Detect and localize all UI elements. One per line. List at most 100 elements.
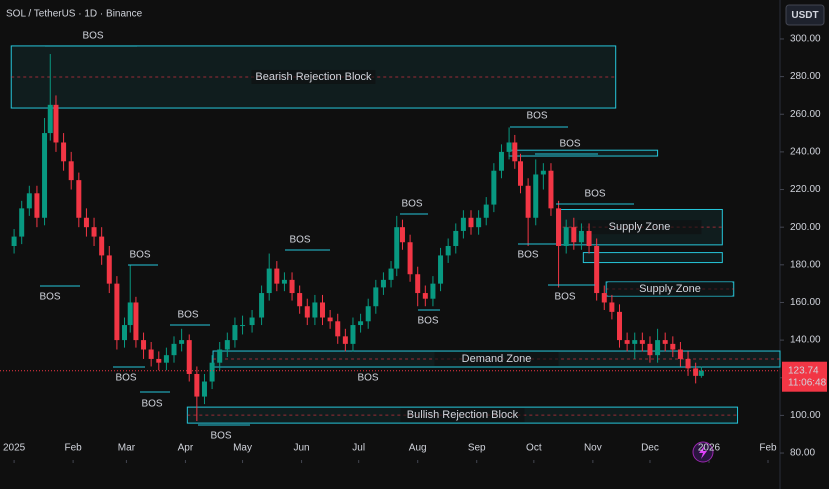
candle-body bbox=[468, 217, 474, 228]
x-tick-label: Jun bbox=[294, 443, 310, 454]
candle-body bbox=[259, 293, 265, 318]
y-tick-label: 220.00 bbox=[790, 184, 821, 195]
candle-body bbox=[141, 340, 147, 350]
countdown: 11:06:48 bbox=[788, 377, 827, 388]
candle-body bbox=[506, 142, 512, 152]
zone-label: Bullish Rejection Block bbox=[407, 409, 519, 421]
candle-body bbox=[171, 343, 177, 356]
zone-label-bg bbox=[400, 408, 525, 423]
candle-body bbox=[61, 142, 67, 162]
candle-body bbox=[388, 268, 394, 280]
candle-body bbox=[53, 104, 59, 143]
x-tick-label: May bbox=[233, 443, 252, 454]
candle-body bbox=[335, 321, 341, 337]
bos-label: BOS bbox=[141, 399, 162, 410]
candle-body bbox=[327, 317, 333, 322]
candle-body bbox=[662, 340, 668, 344]
currency-box[interactable] bbox=[785, 4, 825, 26]
bos-label: BOS bbox=[357, 373, 378, 384]
x-tick-label: Mar bbox=[118, 443, 136, 454]
candle-body bbox=[685, 358, 691, 369]
last-price-label: 123.74 bbox=[788, 365, 819, 376]
candle-body bbox=[358, 321, 364, 326]
x-tick-label: 2026 bbox=[698, 443, 721, 454]
x-tick-label: Feb bbox=[759, 443, 777, 454]
candle-body bbox=[365, 306, 371, 322]
candle-body bbox=[312, 302, 318, 318]
candle-body bbox=[179, 340, 185, 344]
candle-body bbox=[677, 349, 683, 359]
bos-label: BOS bbox=[559, 139, 580, 150]
candle-body bbox=[460, 217, 466, 231]
bos-label: BOS bbox=[417, 316, 438, 327]
candle-body bbox=[163, 355, 169, 363]
bos-label: BOS bbox=[39, 292, 60, 303]
zone-label-bg bbox=[251, 69, 376, 84]
candle-body bbox=[533, 174, 539, 218]
candle-body bbox=[34, 193, 40, 218]
x-tick-label: 2025 bbox=[3, 443, 26, 454]
zone-label-bg bbox=[577, 220, 702, 235]
candle-body bbox=[148, 349, 154, 359]
candle-body bbox=[297, 293, 303, 307]
candle-body bbox=[201, 381, 207, 397]
zone bbox=[508, 149, 659, 157]
y-tick-label: 100.00 bbox=[790, 410, 821, 421]
candle-body bbox=[639, 340, 645, 344]
candle-body bbox=[609, 302, 615, 312]
flash-glyph bbox=[699, 445, 707, 459]
candle-body bbox=[232, 325, 238, 341]
candle-body bbox=[540, 170, 546, 175]
candle-body bbox=[342, 336, 348, 344]
x-tick-label: Dec bbox=[641, 443, 659, 454]
x-tick-label: Sep bbox=[468, 443, 486, 454]
candle-body bbox=[655, 340, 661, 356]
candle-body bbox=[266, 268, 272, 294]
y-tick-label: 80.00 bbox=[790, 448, 815, 459]
candle-body bbox=[407, 242, 413, 275]
last-price-box bbox=[782, 361, 827, 392]
candle-body bbox=[578, 230, 584, 243]
candle-body bbox=[483, 204, 489, 218]
y-tick-label: 300.00 bbox=[790, 34, 821, 45]
bos-label: BOS bbox=[401, 199, 422, 210]
x-tick-label: Nov bbox=[584, 443, 602, 454]
y-tick-label: 240.00 bbox=[790, 147, 821, 158]
candle-body bbox=[274, 268, 280, 284]
candle-body bbox=[240, 325, 246, 327]
candle-body bbox=[556, 208, 562, 246]
candle-body bbox=[224, 340, 230, 350]
x-tick-label: Jul bbox=[352, 443, 365, 454]
candle-body bbox=[26, 193, 32, 209]
candle-body bbox=[373, 287, 379, 307]
candle-body bbox=[249, 317, 255, 326]
candle-body bbox=[476, 217, 482, 228]
candle-body bbox=[289, 279, 295, 294]
candle-body bbox=[601, 293, 607, 303]
candle-body bbox=[632, 340, 638, 344]
bos-label: BOS bbox=[177, 310, 198, 321]
candle-body bbox=[498, 151, 504, 171]
candle-body bbox=[399, 227, 405, 243]
candle-body bbox=[11, 236, 17, 246]
candle-body bbox=[91, 227, 97, 237]
candle-body bbox=[453, 230, 459, 246]
bos-label: BOS bbox=[517, 250, 538, 261]
candle-body bbox=[19, 208, 25, 237]
candle-body bbox=[122, 325, 128, 341]
zone-label-bg bbox=[434, 352, 559, 367]
zone-label: Bearish Rejection Block bbox=[255, 71, 372, 83]
candle-body bbox=[415, 274, 421, 294]
candle-body bbox=[525, 185, 531, 218]
candle-body bbox=[99, 236, 105, 256]
candle-body bbox=[186, 340, 192, 374]
candle-body bbox=[350, 325, 356, 344]
candle-body bbox=[114, 283, 120, 341]
zone bbox=[582, 252, 723, 264]
candle-body bbox=[445, 245, 451, 256]
x-tick-label: Apr bbox=[178, 443, 194, 454]
zone-label: Demand Zone bbox=[462, 353, 532, 365]
candle-body bbox=[106, 255, 112, 284]
